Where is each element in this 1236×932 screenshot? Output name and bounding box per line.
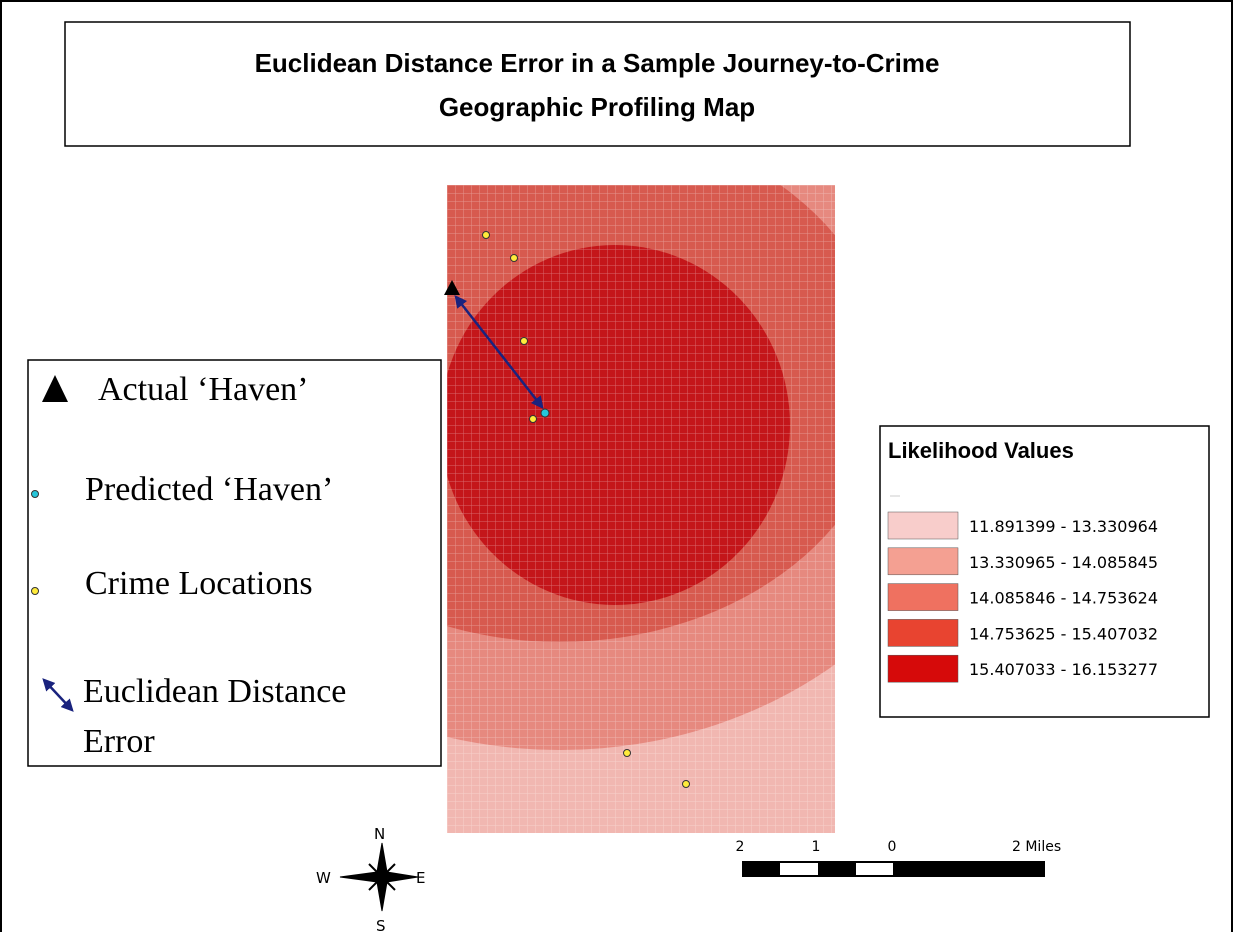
class-label: 14.753625 - 15.407032 bbox=[969, 624, 1158, 643]
compass-label: S bbox=[376, 917, 386, 932]
crime-point bbox=[623, 749, 631, 757]
legend-title: Likelihood Values bbox=[888, 438, 1074, 463]
class-swatch bbox=[887, 619, 959, 647]
scale-segment bbox=[780, 863, 818, 875]
legend-label: Error bbox=[83, 723, 155, 760]
compass-diagonals bbox=[368, 863, 396, 891]
class-swatch bbox=[887, 654, 959, 683]
crime-point bbox=[520, 337, 528, 345]
crime-points bbox=[482, 231, 690, 788]
compass-label: E bbox=[416, 869, 425, 887]
compass-rose bbox=[339, 842, 419, 912]
title-box bbox=[64, 21, 1131, 147]
crime-point bbox=[529, 415, 537, 423]
scale-label: 0 bbox=[888, 839, 897, 855]
class-label: 14.085846 - 14.753624 bbox=[969, 589, 1158, 608]
scale-segment bbox=[856, 863, 893, 875]
scale-label: 1 bbox=[812, 839, 821, 855]
title-line: Euclidean Distance Error in a Sample Jou… bbox=[255, 48, 940, 78]
compass-label: W bbox=[316, 869, 331, 887]
class-swatch bbox=[887, 547, 959, 576]
likelihood-raster bbox=[447, 185, 835, 833]
class-swatch bbox=[887, 511, 959, 540]
legend-dot bbox=[31, 490, 39, 498]
legend-label: Predicted ‘Haven’ bbox=[85, 471, 333, 508]
title-line: Geographic Profiling Map bbox=[439, 92, 755, 122]
symbol-legend bbox=[27, 359, 442, 767]
grid-overlay bbox=[447, 185, 835, 833]
class-list: 11.891399 - 13.330964 13.330965 - 14.0858… bbox=[887, 511, 1158, 683]
predicted-haven bbox=[540, 408, 550, 418]
legend-triangle bbox=[42, 375, 68, 402]
crime-point bbox=[510, 254, 518, 262]
scale-label: 2 Miles bbox=[1012, 839, 1061, 855]
class-label: 11.891399 - 13.330964 bbox=[969, 517, 1158, 536]
scale-label: 2 bbox=[736, 839, 745, 855]
legend-label: Crime Locations bbox=[85, 565, 313, 602]
class-swatch bbox=[887, 583, 959, 611]
legend-dot bbox=[31, 587, 39, 595]
distance-arrow bbox=[454, 295, 544, 409]
legend-label: Actual ‘Haven’ bbox=[98, 371, 309, 408]
class-label: 15.407033 - 16.153277 bbox=[969, 660, 1158, 679]
legend-label: Euclidean Distance bbox=[83, 673, 346, 710]
actual-haven bbox=[444, 280, 460, 295]
crime-point bbox=[482, 231, 490, 239]
compass: N S W E bbox=[316, 825, 425, 932]
crime-point bbox=[682, 780, 690, 788]
legend-arrow bbox=[42, 678, 74, 712]
compass-label: N bbox=[374, 825, 385, 843]
class-label: 13.330965 - 14.085845 bbox=[969, 553, 1158, 572]
scale-bar: 2 1 0 2 Miles bbox=[736, 839, 1061, 877]
